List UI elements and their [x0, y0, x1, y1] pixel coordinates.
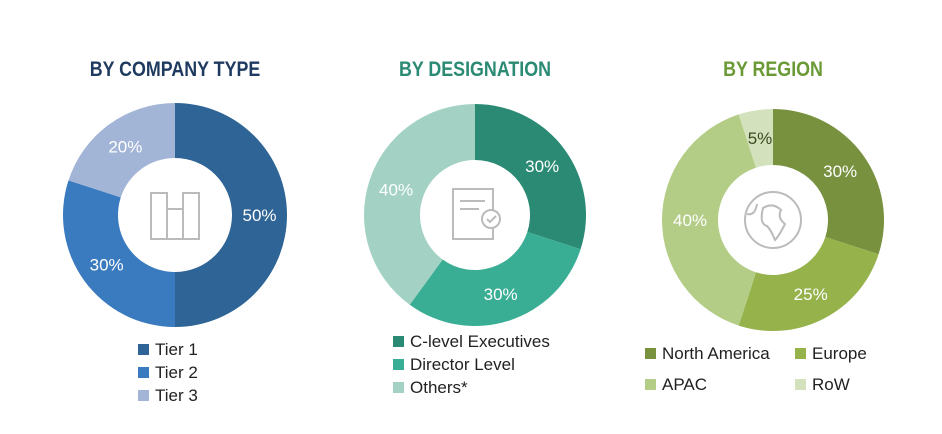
globe-icon	[744, 191, 802, 249]
legend-item: North America	[645, 342, 795, 365]
legend-label: C-level Executives	[410, 332, 550, 351]
legend-label: RoW	[812, 375, 850, 394]
legend-swatch	[795, 348, 806, 359]
legend-item: Tier 1	[138, 338, 198, 361]
legend-item: C-level Executives	[393, 330, 550, 353]
data-label: 40%	[379, 180, 413, 199]
legend-label: Director Level	[410, 355, 515, 374]
slice-europe	[738, 236, 879, 331]
legend-label: Europe	[812, 344, 867, 363]
legend: Tier 1 Tier 2 Tier 3	[138, 338, 198, 407]
chart-title: BY COMPANY TYPE	[89, 58, 261, 81]
legend-item: Tier 3	[138, 384, 198, 407]
slice-tier-3	[68, 103, 175, 198]
slice-c-level-executives	[475, 104, 586, 250]
legend-item: APAC	[645, 373, 795, 396]
slice-others-	[364, 104, 475, 305]
legend-swatch	[138, 367, 149, 378]
legend-swatch	[393, 382, 404, 393]
buildings-icon	[150, 192, 200, 240]
legend: North America Europe APAC RoW	[645, 342, 895, 396]
data-label: 30%	[90, 256, 124, 275]
data-label: 30%	[525, 157, 559, 176]
legend-swatch	[393, 336, 404, 347]
slice-row	[738, 109, 773, 168]
certificate-icon	[452, 188, 501, 240]
legend-swatch	[393, 359, 404, 370]
slice-north-america	[773, 109, 885, 255]
legend-label: North America	[662, 344, 770, 363]
legend-swatch	[645, 348, 656, 359]
slice-director-level	[409, 231, 581, 327]
data-label: 40%	[673, 211, 707, 230]
legend-label: Tier 3	[155, 386, 198, 405]
legend-label: APAC	[662, 375, 708, 394]
slice-tier-2	[62, 180, 175, 327]
legend-swatch	[138, 390, 149, 401]
data-label: 50%	[242, 206, 276, 225]
legend-item: Tier 2	[138, 361, 198, 384]
data-label: 25%	[794, 285, 828, 304]
legend-swatch	[645, 379, 656, 390]
legend-item: Others*	[393, 376, 550, 399]
data-label: 20%	[108, 138, 142, 157]
legend-label: Others*	[410, 378, 468, 397]
data-label: 5%	[748, 129, 773, 148]
data-label: 30%	[484, 285, 518, 304]
legend-swatch	[138, 344, 149, 355]
legend-swatch	[795, 379, 806, 390]
legend-item: Europe	[795, 342, 895, 365]
chart-title: BY REGION	[723, 58, 823, 81]
slice-apac	[662, 114, 757, 326]
legend: C-level Executives Director Level Others*	[393, 330, 550, 399]
legend-label: Tier 2	[155, 363, 198, 382]
legend-label: Tier 1	[155, 340, 198, 359]
data-label: 30%	[823, 162, 857, 181]
chart-title: BY DESIGNATION	[398, 58, 552, 81]
legend-item: RoW	[795, 373, 895, 396]
slice-tier-1	[175, 103, 287, 327]
legend-item: Director Level	[393, 353, 550, 376]
